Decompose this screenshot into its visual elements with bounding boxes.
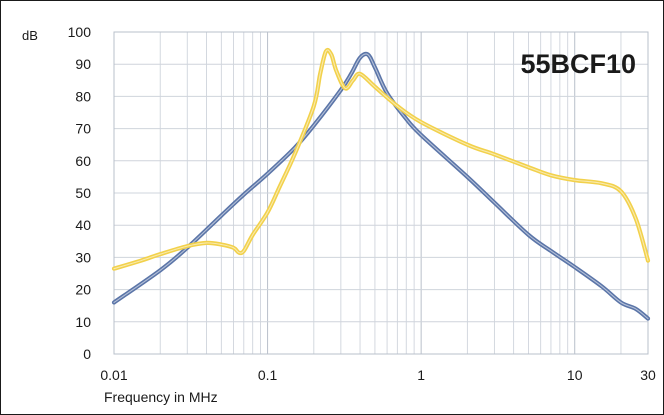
y-tick-label: 0 — [83, 346, 91, 362]
y-axis-label: dB — [22, 28, 38, 43]
y-tick-label: 30 — [75, 249, 91, 265]
series-line-1-highlight — [113, 53, 649, 320]
y-tick-label: 40 — [75, 217, 91, 233]
x-axis-label: Frequency in MHz — [104, 389, 218, 405]
series-line-2 — [111, 47, 651, 271]
plot-border — [113, 31, 649, 355]
x-tick-label: 0.01 — [100, 367, 127, 383]
tick-labels: 0 10 20 30 40 50 60 70 80 90 100 0.01 0.1 1 10 30 — [68, 24, 656, 383]
y-tick-label: 60 — [75, 153, 91, 169]
y-tick-label: 100 — [68, 24, 92, 40]
y-tick-label: 90 — [75, 56, 91, 72]
x-tick-label: 1 — [417, 367, 425, 383]
y-tick-label: 50 — [75, 185, 91, 201]
y-tick-label: 20 — [75, 282, 91, 298]
x-tick-label: 30 — [640, 367, 656, 383]
y-tick-label: 70 — [75, 121, 91, 137]
y-tick-label: 10 — [75, 314, 91, 330]
series-line-1 — [111, 51, 651, 321]
chart-title: 55BCF10 — [520, 49, 636, 79]
series-line-2-highlight — [113, 49, 649, 270]
x-tick-label: 0.1 — [258, 367, 278, 383]
y-tick-label: 80 — [75, 88, 91, 104]
series-layer — [111, 47, 651, 321]
x-tick-label: 10 — [567, 367, 583, 383]
